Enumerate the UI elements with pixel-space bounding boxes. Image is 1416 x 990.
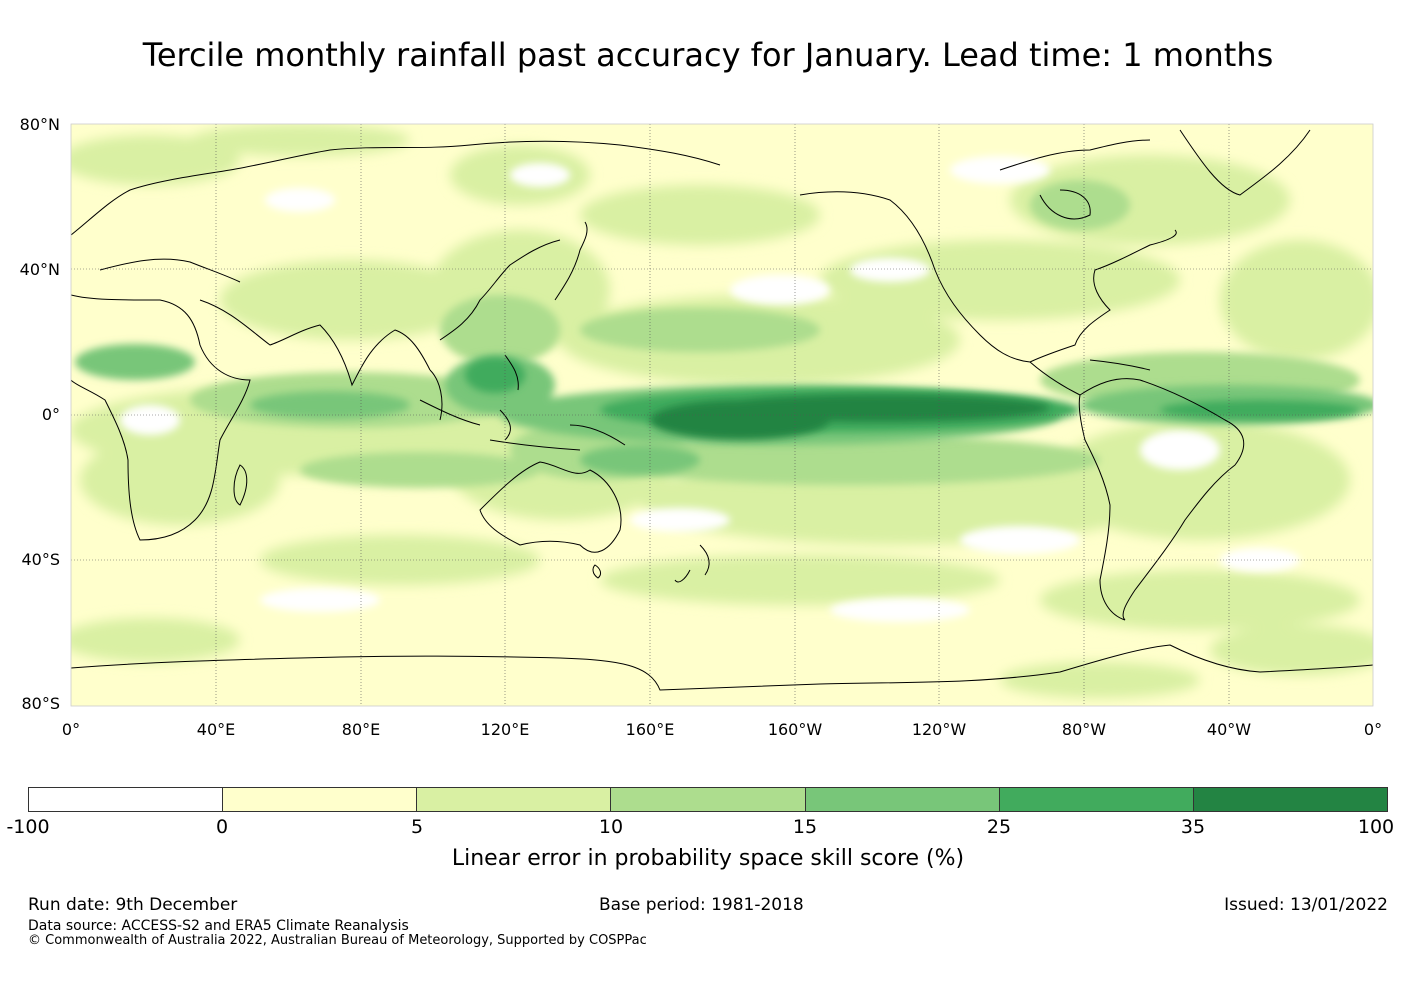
colorbar-tick: 100 [1357, 816, 1395, 838]
issued-date: Issued: 13/01/2022 [1224, 895, 1388, 915]
lon-label-80e: 80°E [341, 720, 381, 739]
base-period: Base period: 1981-2018 [599, 895, 804, 915]
lat-label-40s: 40°S [21, 550, 60, 569]
lat-label-40n: 40°N [19, 260, 60, 279]
lon-label-0-right: 0° [1363, 720, 1383, 739]
colorbar-label: Linear error in probability space skill … [451, 846, 965, 871]
lon-label-120e: 120°E [480, 720, 530, 739]
chart-title: Tercile monthly rainfall past accuracy f… [142, 36, 1274, 74]
colorbar-tick: 25 [986, 816, 1012, 838]
colorbar-segment [28, 787, 223, 812]
copyright: © Commonwealth of Australia 2022, Austra… [28, 933, 647, 948]
data-source: Data source: ACCESS-S2 and ERA5 Climate … [28, 918, 409, 934]
run-date: Run date: 9th December [28, 895, 238, 915]
colorbar-tick: -100 [6, 816, 50, 838]
colorbar-tick: 15 [792, 816, 818, 838]
colorbar-tick: 0 [215, 816, 229, 838]
coastlines [71, 129, 1373, 691]
map-frame [70, 123, 1374, 707]
lon-label-120w: 120°W [911, 720, 967, 739]
colorbar [28, 787, 1388, 812]
lat-label-80s: 80°S [21, 694, 60, 713]
colorbar-tick: 5 [410, 816, 424, 838]
colorbar-tick: 35 [1180, 816, 1206, 838]
colorbar-tick: 10 [598, 816, 624, 838]
skill-field [71, 124, 1373, 706]
lon-label-160w: 160°W [767, 720, 823, 739]
lat-label-80n: 80°N [19, 115, 60, 134]
colorbar-segment [1192, 787, 1388, 812]
lon-label-40e: 40°E [196, 720, 236, 739]
colorbar-segment [222, 787, 417, 812]
lon-label-40w: 40°W [1206, 720, 1252, 739]
graticule [71, 124, 1373, 706]
lon-label-160e: 160°E [625, 720, 675, 739]
lon-label-0-left: 0° [61, 720, 81, 739]
lon-label-80w: 80°W [1061, 720, 1107, 739]
colorbar-segment [416, 787, 611, 812]
colorbar-segment [610, 787, 805, 812]
lat-label-0: 0° [41, 405, 60, 424]
colorbar-segment [804, 787, 999, 812]
colorbar-segment [998, 787, 1193, 812]
